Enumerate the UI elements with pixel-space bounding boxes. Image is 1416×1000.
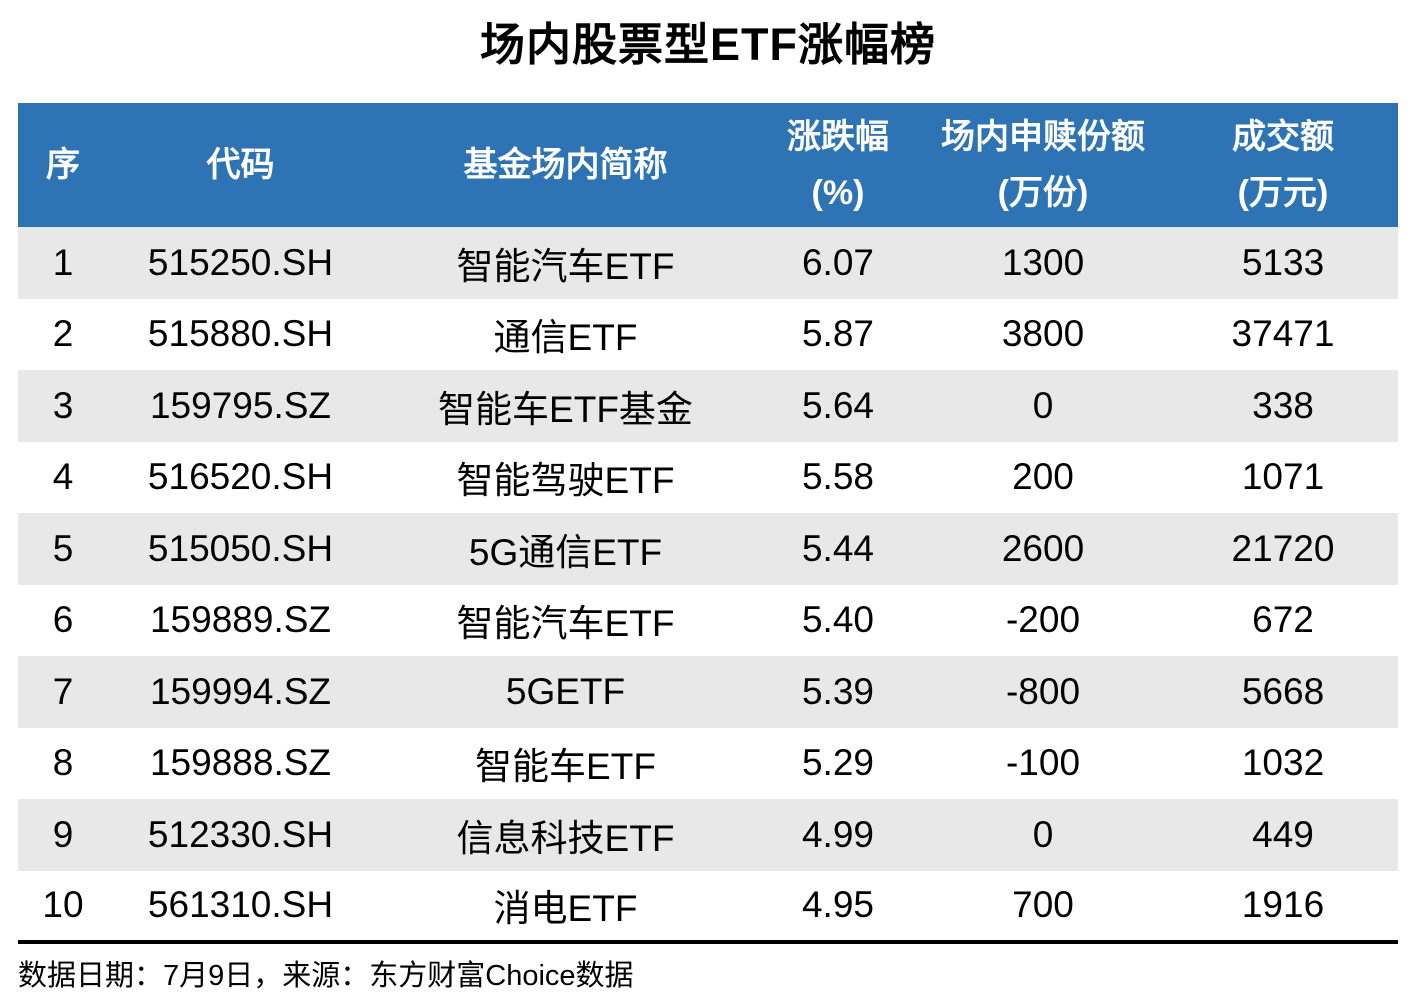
- table-body: 1 515250.SH 智能汽车ETF 6.07 1300 5133 2 515880.SH 通…: [18, 227, 1398, 942]
- header-cell-code: 代码: [108, 103, 373, 227]
- table-row: 8 159888.SZ 智能车ETF 5.29 -100 1032: [18, 727, 1398, 799]
- etf-gainers-table: 序 代码 基金场内简称 涨跌幅 (%) 场内申赎份额 (万份) 成交额: [18, 103, 1398, 944]
- header-cell-turnover: 成交额 (万元): [1168, 103, 1398, 227]
- table-row: 1 515250.SH 智能汽车ETF 6.07 1300 5133: [18, 227, 1398, 299]
- cell-code: 515880.SH: [147, 313, 334, 355]
- cell-turnover: 1071: [1241, 456, 1325, 498]
- cell-name: 智能车ETF基金: [438, 388, 693, 430]
- cell-name: 智能驾驶ETF: [456, 460, 675, 502]
- cell-code: 512330.SH: [147, 813, 334, 855]
- cell-change: 5.87: [801, 313, 874, 355]
- cell-seq: 5: [52, 527, 74, 569]
- cell-shares: 200: [1012, 456, 1074, 498]
- cell-code: 561310.SH: [147, 884, 334, 926]
- cell-turnover: 338: [1252, 384, 1314, 426]
- cell-code: 516520.SH: [147, 456, 334, 498]
- page-title: 场内股票型ETF涨幅榜: [480, 19, 936, 70]
- cell-shares: -800: [1005, 670, 1081, 712]
- cell-seq: 7: [52, 670, 74, 712]
- cell-turnover: 449: [1252, 813, 1314, 855]
- cell-change: 5.40: [801, 599, 874, 641]
- table-row: 2 515880.SH 通信ETF 5.87 3800 37471: [18, 298, 1398, 370]
- header-label-shares: 场内申赎份额: [941, 118, 1145, 156]
- cell-name: 5GETF: [505, 670, 626, 712]
- cell-change: 5.39: [801, 670, 874, 712]
- cell-seq: 10: [42, 884, 84, 926]
- cell-change: 4.99: [801, 813, 874, 855]
- cell-name: 信息科技ETF: [456, 817, 675, 859]
- cell-turnover: 1032: [1241, 742, 1325, 784]
- header-cell-shares: 场内申赎份额 (万份): [918, 103, 1168, 227]
- cell-turnover: 5133: [1241, 241, 1325, 283]
- cell-seq: 2: [52, 313, 74, 355]
- cell-name: 智能汽车ETF: [456, 603, 675, 645]
- cell-shares: 700: [1012, 884, 1074, 926]
- table-row: 7 159994.SZ 5GETF 5.39 -800 5668: [18, 656, 1398, 728]
- cell-name: 通信ETF: [493, 317, 638, 359]
- cell-change: 4.95: [801, 884, 874, 926]
- cell-seq: 6: [52, 599, 74, 641]
- header-label-seq: 序: [46, 146, 80, 184]
- header-cell-seq: 序: [18, 103, 108, 227]
- cell-code: 159994.SZ: [149, 670, 332, 712]
- cell-name: 智能汽车ETF: [456, 245, 675, 287]
- header-cell-name: 基金场内简称: [373, 103, 758, 227]
- header-cell-change: 涨跌幅 (%): [758, 103, 918, 227]
- header-label-code: 代码: [206, 146, 275, 184]
- cell-change: 5.44: [801, 527, 874, 569]
- header-label-name: 基金场内简称: [463, 146, 668, 184]
- cell-shares: 2600: [1001, 527, 1085, 569]
- table-row: 4 516520.SH 智能驾驶ETF 5.58 200 1071: [18, 441, 1398, 513]
- cell-name: 消电ETF: [493, 888, 638, 930]
- cell-name: 智能车ETF: [475, 746, 656, 788]
- cell-shares: 3800: [1001, 313, 1085, 355]
- cell-seq: 3: [52, 384, 74, 426]
- cell-seq: 8: [52, 742, 74, 784]
- cell-turnover: 672: [1252, 599, 1314, 641]
- title-bar: 场内股票型ETF涨幅榜: [0, 0, 1416, 103]
- table-row: 6 159889.SZ 智能汽车ETF 5.40 -200 672: [18, 584, 1398, 656]
- cell-turnover: 37471: [1231, 313, 1335, 355]
- cell-seq: 4: [52, 456, 74, 498]
- cell-shares: -200: [1005, 599, 1081, 641]
- cell-code: 159795.SZ: [149, 384, 332, 426]
- cell-shares: 0: [1032, 384, 1054, 426]
- table-header-row: 序 代码 基金场内简称 涨跌幅 (%) 场内申赎份额 (万份) 成交额: [18, 103, 1398, 227]
- header-label-turnover: 成交额: [1232, 118, 1334, 156]
- cell-shares: 1300: [1001, 241, 1085, 283]
- table-row: 10 561310.SH 消电ETF 4.95 700 1916: [18, 870, 1398, 942]
- cell-seq: 1: [52, 241, 74, 283]
- header-sublabel-shares: (万份): [997, 174, 1089, 212]
- table-row: 9 512330.SH 信息科技ETF 4.99 0 449: [18, 799, 1398, 871]
- cell-turnover: 21720: [1231, 527, 1335, 569]
- header-sublabel-turnover: (万元): [1237, 174, 1329, 212]
- cell-shares: -100: [1005, 742, 1081, 784]
- header-label-change: 涨跌幅: [787, 118, 889, 156]
- cell-code: 515250.SH: [147, 241, 334, 283]
- cell-name: 5G通信ETF: [468, 531, 663, 573]
- cell-change: 5.29: [801, 742, 874, 784]
- cell-turnover: 5668: [1241, 670, 1325, 712]
- cell-shares: 0: [1032, 813, 1054, 855]
- table-row: 5 515050.SH 5G通信ETF 5.44 2600 21720: [18, 513, 1398, 585]
- header-sublabel-change: (%): [811, 174, 865, 212]
- cell-change: 6.07: [801, 241, 874, 283]
- cell-code: 515050.SH: [147, 527, 334, 569]
- cell-turnover: 1916: [1241, 884, 1325, 926]
- table-row: 3 159795.SZ 智能车ETF基金 5.64 0 338: [18, 370, 1398, 442]
- footer-note: 数据日期：7月9日，来源：东方财富Choice数据: [18, 960, 634, 992]
- cell-code: 159888.SZ: [149, 742, 332, 784]
- cell-code: 159889.SZ: [149, 599, 332, 641]
- cell-change: 5.58: [801, 456, 874, 498]
- cell-seq: 9: [52, 813, 74, 855]
- cell-change: 5.64: [801, 384, 874, 426]
